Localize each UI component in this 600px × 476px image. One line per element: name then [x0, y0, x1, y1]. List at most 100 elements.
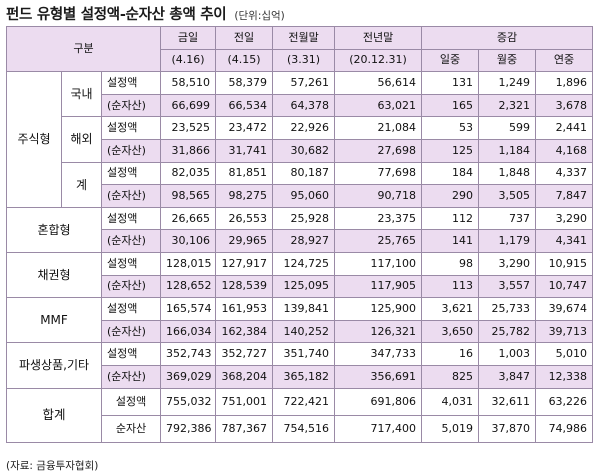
cell-change-month: 1,184: [478, 138, 537, 163]
cell-prevyear: 25,765: [334, 229, 423, 253]
cell-prevmonth: 140,252: [272, 319, 336, 344]
cell-change-month: 1,249: [478, 71, 537, 95]
cell-prevmonth: 754,516: [272, 414, 336, 443]
cell-today: 165,574: [160, 297, 217, 321]
cell-change-day: 290: [421, 184, 480, 208]
cell-today: 66,699: [160, 93, 217, 118]
header-col-prevmonth: 전월말: [272, 26, 336, 50]
cell-change-year: 12,338: [535, 364, 594, 389]
cell-change-year: 3,678: [535, 93, 594, 118]
table-row: 해외 설정액 23,525 23,472 22,926 21,084 53 599 2,44…: [7, 116, 594, 163]
title-unit: (단위:십억): [234, 10, 285, 22]
cell-change-day: 4,031: [421, 387, 480, 416]
header-col-prevday: 전일: [215, 26, 274, 50]
cell-change-day: 3,650: [421, 319, 480, 344]
table-row: 순자산 792,386 787,367 754,516 717,400 5,019 37,…: [7, 414, 594, 443]
header-change-year: 연중: [535, 48, 594, 73]
cell-today: 369,029: [160, 364, 217, 389]
table-row: 합계 설정액 755,032 751,001 722,421 691,806 4,031…: [6, 387, 594, 443]
cell-change-year: 39,674: [535, 297, 594, 321]
cell-change-month: 3,290: [478, 251, 537, 276]
cell-prevday: 162,384: [215, 319, 274, 344]
cell-today: 755,032: [160, 387, 217, 416]
table-row: 파생상품,기타 설정액 352,743 352,727 351,740 347,733…: [6, 342, 594, 389]
cell-change-day: 3,621: [421, 297, 480, 321]
cell-change-month: 25,782: [478, 319, 537, 344]
table-row: (순자산) 31,866 31,741 30,682 27,698 125 1,184 4,…: [7, 138, 594, 163]
cell-prevday: 368,204: [215, 364, 274, 389]
header-date-prevday: (4.15): [215, 48, 274, 73]
row-label-setting: 설정액: [100, 71, 162, 95]
cell-prevyear: 117,905: [334, 274, 423, 299]
subgroup-label-overseas: 해외: [61, 116, 102, 163]
cell-prevyear: 21,084: [334, 116, 423, 140]
cell-prevyear: 27,698: [334, 138, 423, 163]
row-label-setting: 설정액: [100, 161, 162, 186]
group-label-derivatives: 파생상품,기타: [6, 342, 102, 389]
cell-prevday: 128,539: [215, 274, 274, 299]
table-row: 주식형 국내 설정액 58,510 58,379 57,261 56,614 131 1,…: [6, 71, 594, 208]
header-col-today: 금일: [160, 26, 217, 50]
cell-change-year: 63,226: [535, 387, 594, 416]
table-row: (순자산) 166,034 162,384 140,252 126,321 3,650 2…: [7, 319, 594, 344]
cell-prevyear: 117,100: [334, 251, 423, 276]
table-row: MMF 설정액 165,574 161,953 139,841 125,900 3,62…: [6, 297, 594, 344]
row-label-setting: 설정액: [100, 206, 162, 231]
cell-today: 98,565: [160, 184, 217, 208]
cell-prevmonth: 365,182: [272, 364, 336, 389]
cell-today: 128,015: [160, 251, 217, 276]
cell-change-day: 113: [421, 274, 480, 299]
source-note: (자료: 금융투자협회): [6, 460, 99, 472]
header-date-prevyear: (20.12.31): [334, 48, 423, 73]
cell-prevday: 29,965: [215, 229, 274, 253]
cell-change-year: 7,847: [535, 184, 594, 208]
row-label-netasset: (순자산): [100, 229, 162, 253]
cell-prevday: 98,275: [215, 184, 274, 208]
cell-change-day: 112: [421, 206, 480, 231]
cell-prevday: 26,553: [215, 206, 274, 231]
header-row-1: 구분 금일 전일 전월말 전년말 증감: [5, 25, 594, 73]
group-label-mmf: MMF: [6, 297, 102, 344]
cell-prevmonth: 124,725: [272, 251, 336, 276]
cell-prevday: 66,534: [215, 93, 274, 118]
cell-change-day: 184: [421, 161, 480, 186]
cell-change-year: 39,713: [535, 319, 594, 344]
cell-today: 82,035: [160, 161, 217, 186]
cell-prevmonth: 351,740: [272, 342, 336, 366]
table-row: 채권형 설정액 128,015 127,917 124,725 117,100 98 3,…: [6, 251, 594, 299]
cell-change-year: 4,168: [535, 138, 594, 163]
cell-prevyear: 125,900: [334, 297, 423, 321]
header-date-prevmonth: (3.31): [272, 48, 336, 73]
cell-prevmonth: 30,682: [272, 138, 336, 163]
group-label-total: 합계: [6, 387, 102, 443]
cell-change-month: 599: [478, 116, 537, 140]
table-row: (순자산) 66,699 66,534 64,378 63,021 165 2,321 3,…: [7, 93, 594, 118]
cell-change-month: 1,179: [478, 229, 537, 253]
row-label-netasset: (순자산): [100, 364, 162, 389]
cell-prevmonth: 22,926: [272, 116, 336, 140]
table-row: (순자산) 369,029 368,204 365,182 356,691 825 3,8…: [7, 364, 594, 389]
table-row: 혼합형 설정액 26,665 26,553 25,928 23,375 112 737 3,…: [6, 206, 594, 253]
cell-today: 792,386: [160, 414, 217, 443]
cell-change-year: 2,441: [535, 116, 594, 140]
cell-prevday: 352,727: [215, 342, 274, 366]
table-row: (순자산) 98,565 98,275 95,060 90,718 290 3,505 7,…: [7, 184, 594, 208]
cell-prevday: 58,379: [215, 71, 274, 95]
cell-today: 128,652: [160, 274, 217, 299]
cell-prevyear: 717,400: [334, 414, 423, 443]
cell-prevyear: 347,733: [334, 342, 423, 366]
row-label-netasset: (순자산): [100, 93, 162, 118]
cell-today: 23,525: [160, 116, 217, 140]
cell-prevmonth: 125,095: [272, 274, 336, 299]
cell-prevday: 161,953: [215, 297, 274, 321]
cell-prevday: 787,367: [215, 414, 274, 443]
cell-today: 26,665: [160, 206, 217, 231]
cell-prevmonth: 25,928: [272, 206, 336, 231]
table-row: 계 설정액 82,035 81,851 80,187 77,698 184 1,848 4,…: [7, 161, 594, 208]
cell-prevyear: 77,698: [334, 161, 423, 186]
cell-prevday: 31,741: [215, 138, 274, 163]
cell-prevmonth: 139,841: [272, 297, 336, 321]
cell-change-year: 1,896: [535, 71, 594, 95]
cell-change-day: 165: [421, 93, 480, 118]
header-change-day: 일중: [421, 48, 480, 73]
